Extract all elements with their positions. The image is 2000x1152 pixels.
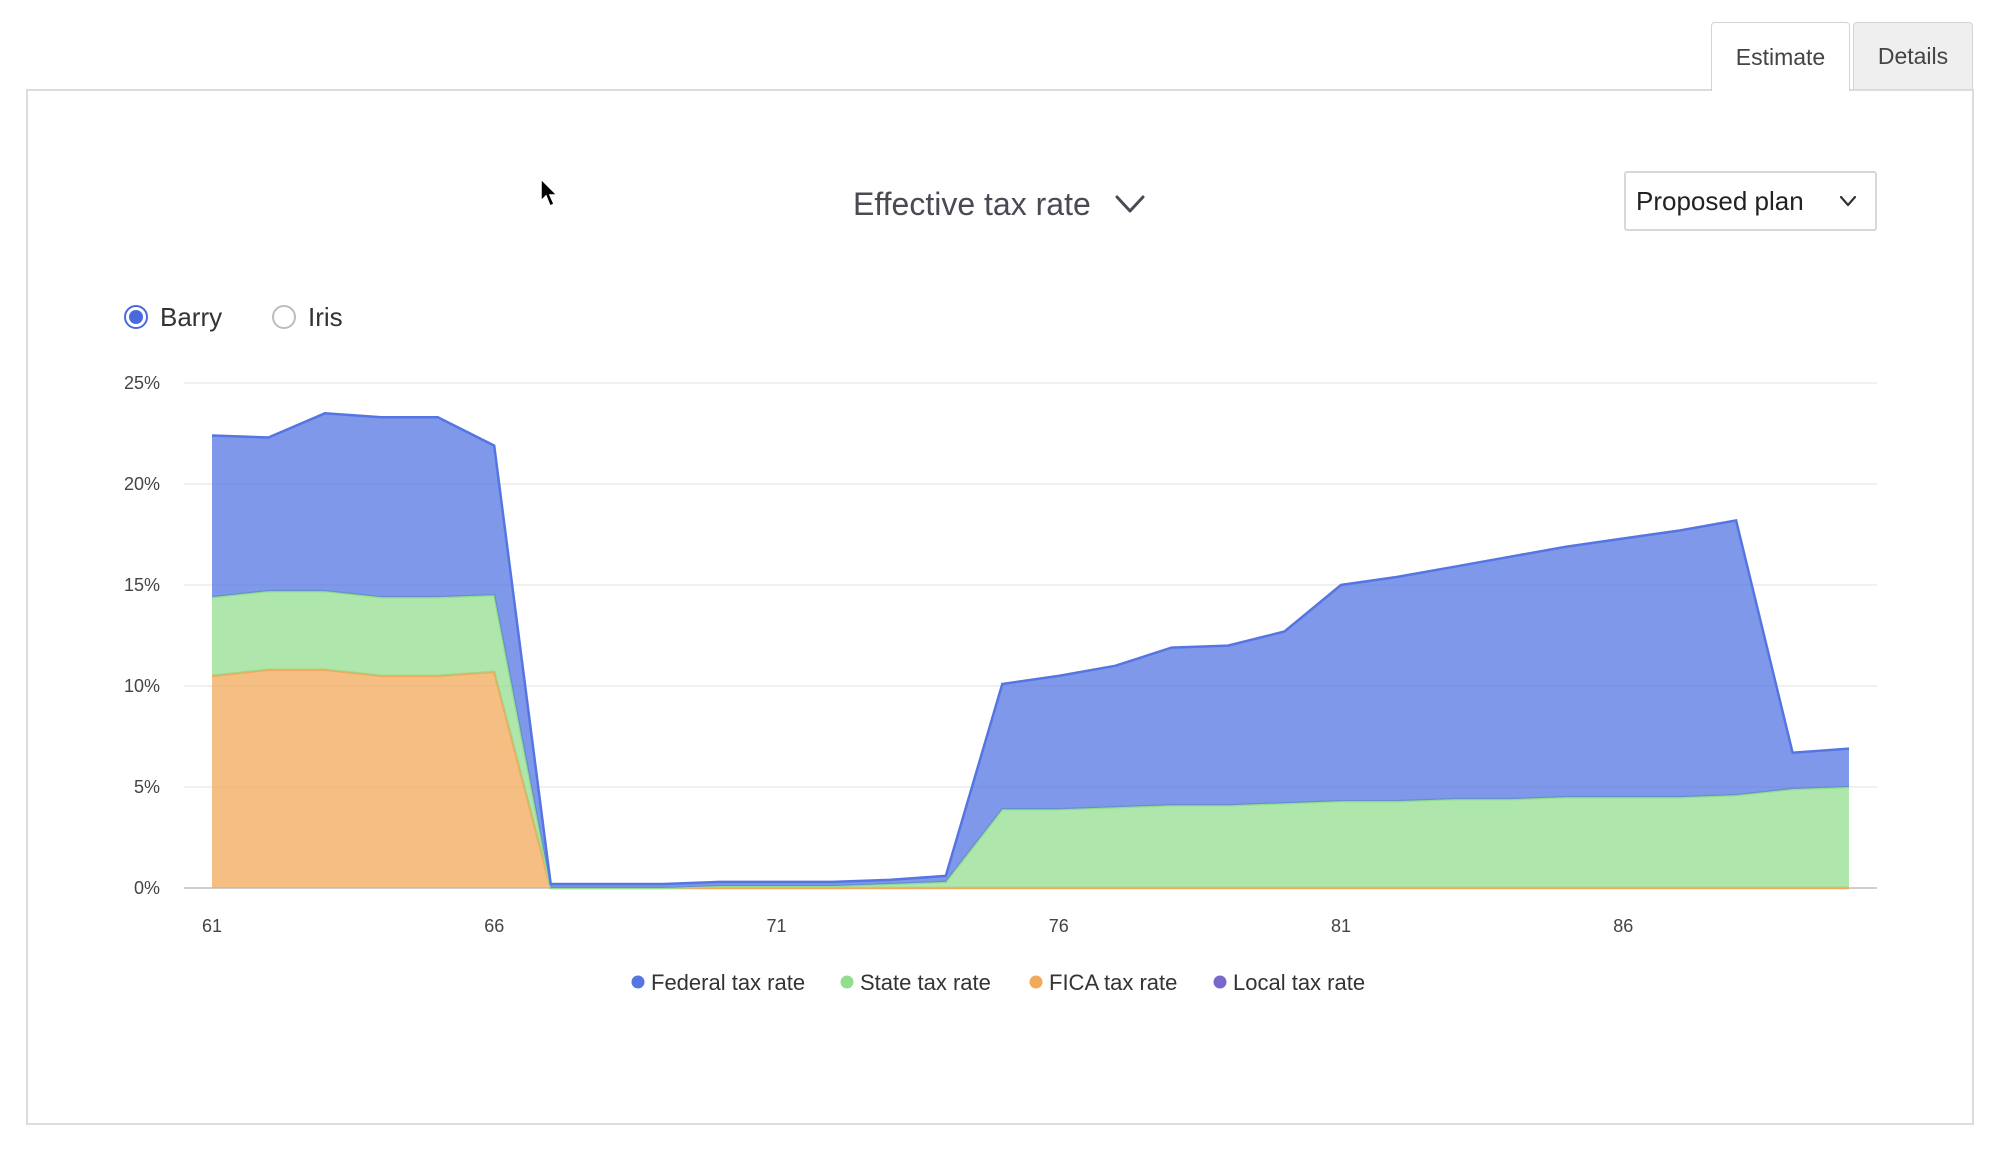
y-tick-label: 5% (134, 777, 160, 797)
x-tick-label: 71 (766, 916, 786, 936)
legend-label: Local tax rate (1233, 970, 1365, 995)
y-tick-label: 25% (124, 373, 160, 393)
radio-iris-label: Iris (308, 301, 343, 332)
area-state-tax-rate (212, 591, 1849, 888)
plan-select[interactable]: Proposed plan (1624, 171, 1877, 231)
y-tick-label: 10% (124, 676, 160, 696)
chevron-down-icon (1115, 195, 1145, 213)
radio-iris-unselected-icon[interactable] (272, 305, 296, 329)
legend-marker-fica-tax-rate (1029, 975, 1043, 989)
radio-barry-label: Barry (160, 301, 223, 332)
tab-estimate[interactable]: Estimate (1711, 22, 1850, 91)
radio-barry-label-wrap[interactable]: Barry (124, 302, 222, 333)
radio-barry-selected-icon[interactable] (124, 305, 148, 329)
y-tick-label: 20% (124, 474, 160, 494)
y-tick-label: 0% (134, 878, 160, 898)
x-tick-label: 86 (1613, 916, 1633, 936)
x-tick-label: 61 (202, 916, 222, 936)
chart-type-label: Effective tax rate (853, 185, 1091, 222)
chevron-down-icon (1839, 195, 1857, 207)
legend-marker-state-tax-rate (840, 975, 854, 989)
y-tick-label: 15% (124, 575, 160, 595)
area-fica-tax-rate (212, 669, 1849, 888)
chart-type-dropdown[interactable]: Effective tax rate (853, 180, 1145, 228)
tab-details[interactable]: Details (1853, 22, 1973, 90)
legend-marker-federal-tax-rate (631, 975, 645, 989)
x-tick-label: 76 (1049, 916, 1069, 936)
x-tick-label: 81 (1331, 916, 1351, 936)
legend-marker-local-tax-rate (1213, 975, 1227, 989)
legend-label: FICA tax rate (1049, 970, 1177, 995)
person-radio-barry[interactable]: Barry (124, 300, 222, 334)
legend-label: Federal tax rate (651, 970, 805, 995)
area-federal-tax-rate (212, 413, 1849, 888)
series-line-federal-tax-rate (211, 412, 1850, 886)
legend-label: State tax rate (860, 970, 991, 995)
person-radio-iris[interactable]: Iris (272, 300, 343, 334)
plan-select-value: Proposed plan (1636, 185, 1804, 216)
x-tick-label: 66 (484, 916, 504, 936)
radio-iris-label-wrap[interactable]: Iris (272, 302, 343, 333)
mouse-cursor-icon (540, 178, 559, 208)
